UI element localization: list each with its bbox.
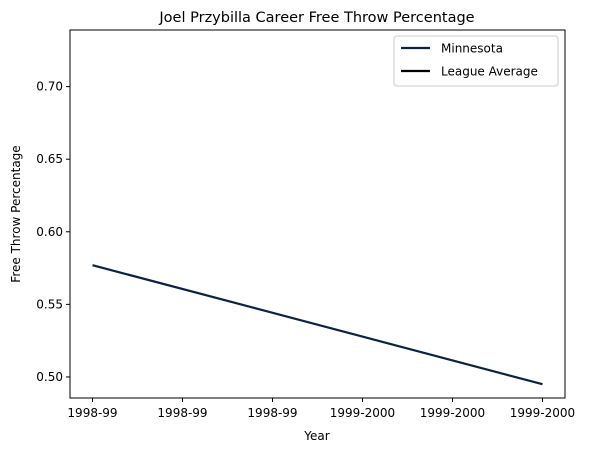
series-line-minnesota	[92, 264, 543, 386]
x-tick-label: 1999-2000	[420, 406, 485, 420]
chart-title: Joel Przybilla Career Free Throw Percent…	[158, 10, 474, 26]
legend-label-league-average: League Average	[441, 65, 538, 79]
y-axis-ticks: 0.50 0.55 0.60 0.65 0.70	[36, 80, 70, 384]
plot-area	[69, 29, 566, 399]
x-tick-label: 1998-99	[157, 406, 207, 420]
y-tick-label: 0.55	[36, 297, 63, 311]
x-tick-label: 1999-2000	[510, 406, 575, 420]
legend: Minnesota League Average	[393, 35, 559, 87]
legend-label-minnesota: Minnesota	[441, 42, 503, 56]
y-axis-label: Free Throw Percentage	[9, 145, 23, 282]
x-axis-ticks: 1998-99 1998-99 1998-99 1999-2000 1999-2000 1…	[67, 398, 575, 420]
y-tick-label: 0.65	[36, 152, 63, 166]
x-tick-label: 1998-99	[67, 406, 117, 420]
y-tick-label: 0.60	[36, 225, 63, 239]
legend-box	[393, 35, 559, 87]
y-tick-label: 0.70	[36, 80, 63, 94]
series-layer	[92, 264, 543, 386]
x-tick-label: 1998-99	[247, 406, 297, 420]
x-tick-label: 1999-2000	[330, 406, 395, 420]
x-axis-label: Year	[303, 429, 329, 443]
y-tick-label: 0.50	[36, 370, 63, 384]
